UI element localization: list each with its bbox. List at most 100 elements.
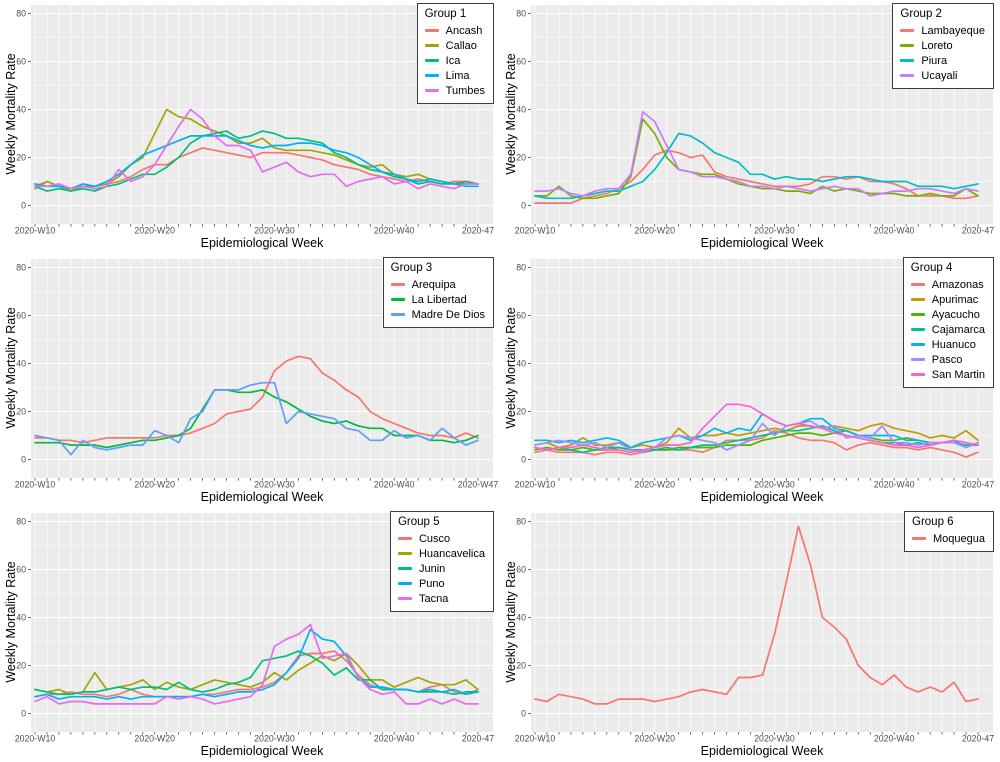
legend-title: Group 4 — [910, 262, 953, 274]
y-tick-label: 80 — [16, 9, 26, 19]
y-tick-label: 60 — [516, 565, 526, 575]
x-tick-label: 2020-W20 — [634, 734, 675, 744]
legend-key-line — [390, 283, 405, 286]
x-tick-label: 2020-W10 — [15, 734, 56, 744]
y-tick-label: 80 — [16, 517, 26, 527]
y-tick-label: 0 — [521, 455, 526, 465]
x-tick-label: 2020-W20 — [134, 734, 175, 744]
y-tick-label: 40 — [16, 359, 26, 369]
x-tick-label: 2020-W40 — [874, 734, 915, 744]
x-axis-title: Epidemiological Week — [700, 744, 824, 758]
series-line-huanuco — [534, 413, 979, 449]
legend-group-3: Group 3 Arequipa La Libertad Madre De Dios — [382, 257, 494, 328]
y-tick-label: 20 — [16, 153, 26, 163]
legend-item-label: Tacna — [418, 592, 449, 605]
x-tick-label: 2020-W10 — [15, 226, 56, 236]
legend-items: Cusco Huancavelica Junin Puno Tacna — [397, 531, 485, 606]
x-tick-label: 2020-W40 — [374, 734, 415, 744]
series-line-lambayeque — [534, 149, 979, 204]
plot-area-group-1: 0 20 40 60 80 2020-W10 2020-W20 2020-W30 2020-W4… — [15, 5, 494, 236]
legend-item-huancavelica: Huancavelica — [397, 546, 485, 561]
x-axis-title: Epidemiological Week — [200, 236, 324, 250]
legend-item-label: Madre De Dios — [411, 308, 485, 321]
x-tick-label: 2020-W10 — [515, 734, 556, 744]
legend-item-label: Ancash — [445, 24, 483, 37]
x-tick-label: 2020-W30 — [254, 480, 295, 490]
x-tick-label: 2020-W30 — [254, 226, 295, 236]
legend-item-label: Cajamarca — [931, 323, 985, 336]
x-tick-label: 2020-47 — [962, 734, 994, 744]
legend-item-label: Puno — [418, 577, 445, 590]
legend-key-line — [397, 567, 412, 570]
legend-items: Arequipa La Libertad Madre De Dios — [390, 277, 485, 322]
x-axis-title: Epidemiological Week — [200, 744, 324, 758]
legend-item-label: Piura — [921, 54, 948, 67]
x-tick-label: 2020-W20 — [134, 226, 175, 236]
legend-item-amazonas: Amazonas — [910, 277, 985, 292]
legend-group-1: Group 1 Ancash Callao Ica Lima Tumbes — [416, 3, 494, 104]
series-line-ucayali — [534, 111, 979, 197]
x-tick-label: 2020-W20 — [134, 480, 175, 490]
legend-items: Ancash Callao Ica Lima Tumbes — [424, 23, 485, 98]
legend-item-label: Loreto — [921, 39, 953, 52]
x-tick-label: 2020-W30 — [754, 480, 795, 490]
legend-item-cajamarca: Cajamarca — [910, 322, 985, 337]
y-tick-label: 80 — [516, 517, 526, 527]
x-tick-label: 2020-W40 — [374, 480, 415, 490]
legend-item-san-martin: San Martin — [910, 367, 985, 382]
legend-key-line — [912, 537, 926, 540]
x-tick-label: 2020-W20 — [634, 226, 675, 236]
legend-item-lima: Lima — [424, 68, 485, 83]
y-axis-title: Weekly Mortality Rate — [504, 561, 518, 683]
legend-item-label: Lima — [445, 69, 470, 82]
legend-group-5: Group 5 Cusco Huancavelica Junin Puno Tacna — [389, 511, 494, 612]
legend-key-line — [424, 29, 439, 32]
y-axis-title: Weekly Mortality Rate — [4, 53, 18, 175]
legend-key-line — [424, 89, 439, 92]
legend-title: Group 6 — [912, 516, 954, 528]
series-line-pasco — [534, 420, 979, 454]
legend-item-pasco: Pasco — [910, 352, 985, 367]
legend-item-callao: Callao — [424, 38, 485, 53]
series-line-piura — [534, 132, 979, 200]
legend-item-junin: Junin — [397, 561, 485, 576]
legend-item-label: La Libertad — [411, 293, 467, 306]
y-tick-label: 20 — [16, 661, 26, 671]
x-tick-label: 2020-W30 — [754, 226, 795, 236]
legend-key-line — [900, 29, 915, 32]
legend-key-line — [424, 74, 439, 77]
y-tick-label: 80 — [516, 9, 526, 19]
y-tick-label: 0 — [21, 709, 26, 719]
x-tick-label: 2020-47 — [462, 226, 494, 236]
y-tick-label: 40 — [516, 359, 526, 369]
series-line-tacna — [34, 623, 479, 705]
legend-item-arequipa: Arequipa — [390, 277, 485, 292]
x-axis-title: Epidemiological Week — [200, 490, 324, 504]
legend-item-ancash: Ancash — [424, 23, 485, 38]
legend-item-label: Ica — [445, 54, 461, 67]
legend-item-tumbes: Tumbes — [424, 83, 485, 98]
x-axis-title: Epidemiological Week — [700, 236, 824, 250]
x-tick-label: 2020-W40 — [374, 226, 415, 236]
legend-item-ucayali: Ucayali — [900, 68, 985, 83]
x-tick-label: 2020-W40 — [874, 480, 915, 490]
legend-key-line — [910, 358, 925, 361]
legend-item-piura: Piura — [900, 53, 985, 68]
legend-key-line — [397, 597, 412, 600]
legend-item-tacna: Tacna — [397, 591, 485, 606]
legend-item-label: Ayacucho — [931, 308, 980, 321]
x-tick-label: 2020-W40 — [874, 226, 915, 236]
panel-group-2: 0 20 40 60 80 2020-W10 2020-W20 2020-W30 2020-W4… — [500, 0, 1000, 254]
legend-key-line — [424, 59, 439, 62]
legend-group-2: Group 2 Lambayeque Loreto Piura Ucayali — [892, 3, 994, 89]
legend-key-line — [424, 44, 439, 47]
y-tick-label: 0 — [21, 201, 26, 211]
x-tick-label: 2020-47 — [962, 226, 994, 236]
legend-group-4: Group 4 Amazonas Apurimac Ayacucho Cajamarc… — [902, 257, 994, 388]
y-tick-label: 60 — [516, 311, 526, 321]
y-tick-label: 80 — [16, 263, 26, 273]
legend-key-line — [900, 59, 915, 62]
legend-key-line — [397, 582, 412, 585]
legend-key-line — [390, 313, 405, 316]
